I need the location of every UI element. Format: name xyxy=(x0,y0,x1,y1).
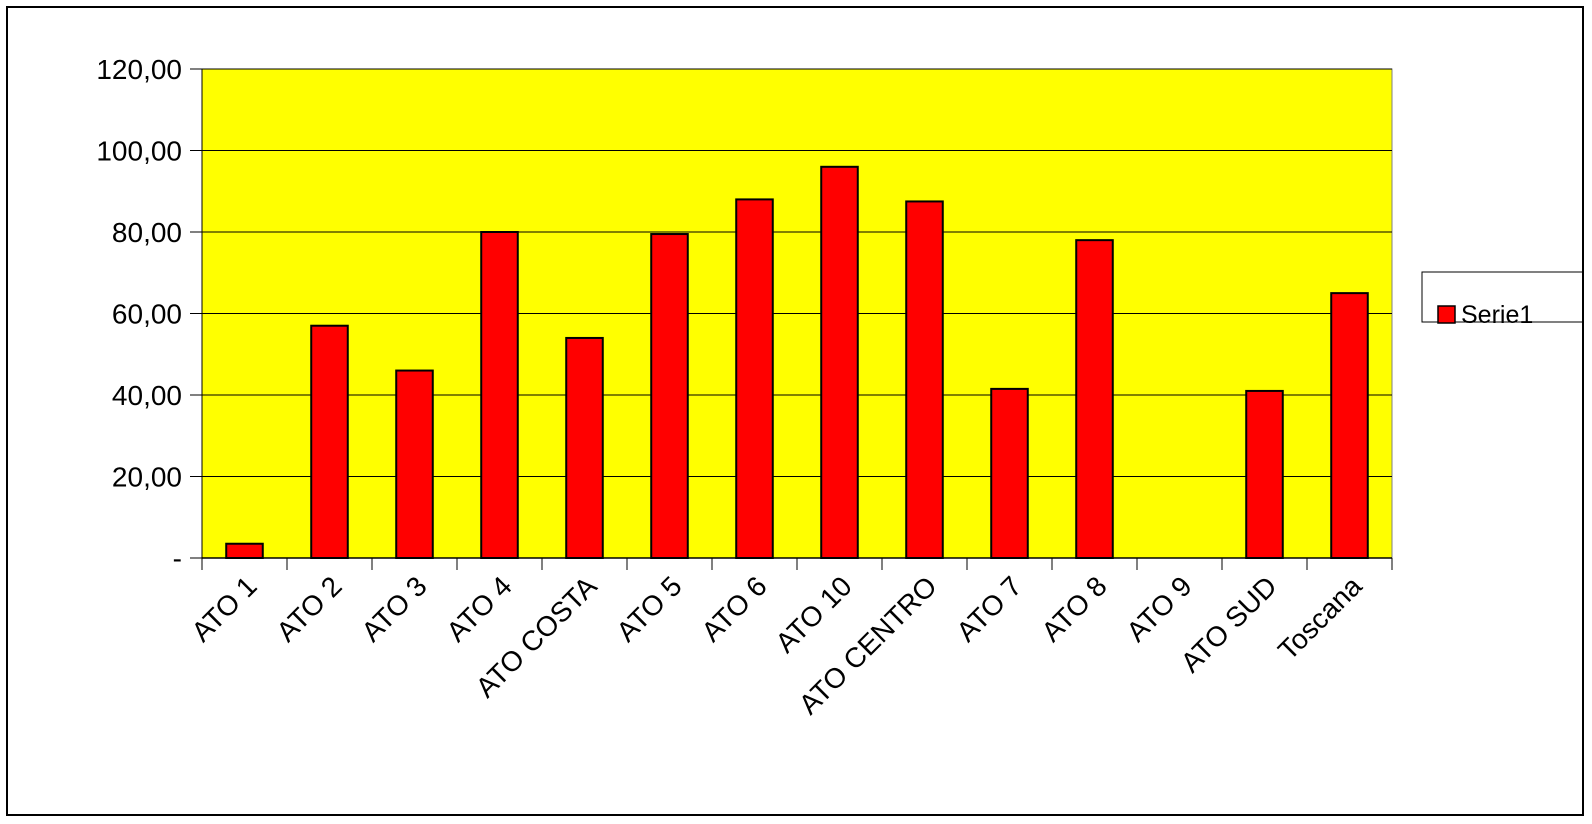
x-tick-label: ATO 1 xyxy=(185,570,262,647)
y-tick-label: 40,00 xyxy=(112,380,182,411)
bar xyxy=(565,336,604,560)
legend-swatch xyxy=(1437,305,1456,324)
bar xyxy=(395,369,434,559)
legend: Serie1 xyxy=(1421,271,1592,329)
bar xyxy=(480,231,519,559)
x-tick-label: ATO 5 xyxy=(610,570,687,647)
x-tick-label: ATO 8 xyxy=(1035,570,1112,647)
y-tick-label: 80,00 xyxy=(112,217,182,248)
bar xyxy=(310,324,349,559)
x-tick-label: ATO 2 xyxy=(270,570,347,647)
bar xyxy=(735,198,774,559)
y-tick-label: 20,00 xyxy=(112,462,182,493)
bar xyxy=(905,200,944,559)
y-tick-label: 120,00 xyxy=(96,54,182,85)
x-tick-label: ATO 9 xyxy=(1120,570,1197,647)
x-tick-label: ATO 7 xyxy=(950,570,1027,647)
bar xyxy=(820,165,859,560)
y-tick-label: 60,00 xyxy=(112,299,182,330)
y-axis: - 20,00 40,00 60,00 80,00 100,00 120,00 xyxy=(96,54,203,574)
x-tick-label: ATO 4 xyxy=(440,570,517,647)
bar xyxy=(1075,239,1114,559)
bar xyxy=(990,387,1029,560)
bar xyxy=(650,233,689,559)
bar xyxy=(225,542,264,559)
bars xyxy=(225,165,1369,560)
y-tick-label: - xyxy=(173,543,182,574)
bar xyxy=(1330,292,1369,559)
bar xyxy=(1245,389,1284,559)
y-tick-label: 100,00 xyxy=(96,136,182,167)
x-tick-label: ATO 3 xyxy=(355,570,432,647)
legend-label: Serie1 xyxy=(1461,301,1533,329)
x-tick-label: ATO 6 xyxy=(695,570,772,647)
x-tick-label: Toscana xyxy=(1272,570,1368,666)
